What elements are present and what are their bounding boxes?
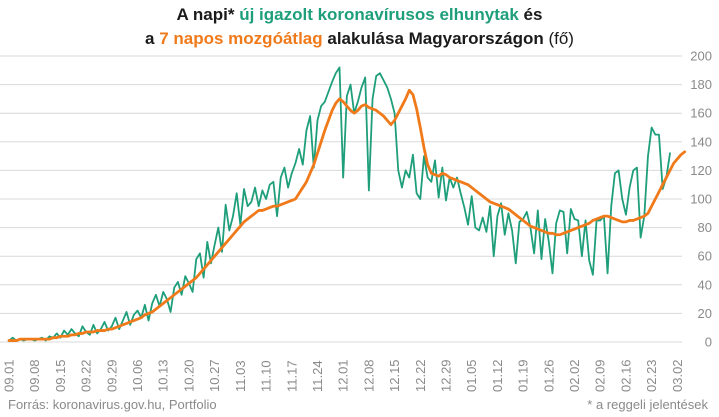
- x-tick-label: 02.16: [618, 359, 633, 392]
- daily-deaths-line: [8, 66, 671, 342]
- y-tick-label: 20: [698, 306, 712, 321]
- x-tick-label: 09.22: [79, 359, 94, 392]
- title-conjunction: és: [518, 5, 543, 24]
- x-tick-label: 01.05: [464, 359, 479, 392]
- gridlines: [0, 55, 682, 343]
- y-tick-label: 200: [690, 49, 712, 64]
- y-axis-ticks: 0 20 40 60 80 100 120 140 160 180 200: [690, 49, 712, 350]
- x-tick-label: 09.15: [53, 359, 68, 392]
- y-tick-label: 160: [690, 106, 712, 121]
- x-tick-label: 01.19: [516, 359, 531, 392]
- x-tick-label: 10.13: [156, 359, 171, 392]
- x-tick-label: 12.15: [387, 359, 402, 392]
- chart-title-line2: a 7 napos mozgóátlag alakulása Magyarors…: [0, 27, 719, 51]
- source-note: Forrás: koronavirus.gov.hu, Portfolio: [8, 397, 217, 412]
- x-tick-label: 03.02: [670, 359, 685, 392]
- y-tick-label: 60: [698, 249, 712, 264]
- title-moving-average: 7 napos mozgóátlag: [159, 29, 323, 48]
- y-tick-label: 0: [705, 335, 712, 350]
- y-tick-label: 100: [690, 192, 712, 207]
- footnote: * a reggeli jelentések: [587, 397, 708, 412]
- x-tick-label: 09.29: [104, 359, 119, 392]
- series-lines: [7, 66, 687, 342]
- x-tick-label: 12.29: [438, 359, 453, 392]
- x-tick-label: 11.24: [310, 360, 325, 392]
- x-tick-label: 11.10: [259, 360, 274, 392]
- x-tick-label: 10.20: [181, 359, 196, 392]
- title-daily-deaths: új igazolt koronavírusos elhunytak: [239, 5, 519, 24]
- x-tick-label: 11.17: [284, 360, 299, 392]
- x-tick-label: 02.23: [644, 359, 659, 392]
- chart-title-line1: A napi* új igazolt koronavírusos elhunyt…: [0, 3, 719, 27]
- x-tick-label: 10.06: [130, 359, 145, 392]
- title-prefix: A napi*: [176, 5, 240, 24]
- moving-average-line: [7, 88, 687, 342]
- title-unit: (fő): [548, 29, 574, 48]
- x-tick-label: 12.22: [413, 359, 428, 392]
- x-axis-ticks: 09.01 09.08 09.15 09.22 09.29 10.06 10.13 10.20…: [2, 359, 685, 392]
- x-tick-label: 09.08: [27, 359, 42, 392]
- x-tick-label: 01.12: [490, 359, 505, 392]
- y-tick-label: 80: [698, 220, 712, 235]
- x-tick-label: 12.08: [361, 359, 376, 392]
- x-tick-label: 10.27: [207, 359, 222, 392]
- title-article: a: [145, 29, 160, 48]
- y-tick-label: 120: [690, 163, 712, 178]
- y-tick-label: 180: [690, 77, 712, 92]
- x-tick-label: 01.26: [541, 359, 556, 392]
- x-tick-label: 09.01: [2, 359, 17, 392]
- y-tick-label: 40: [698, 277, 712, 292]
- x-tick-label: 11.03: [233, 360, 248, 392]
- x-tick-label: 02.02: [567, 359, 582, 392]
- y-tick-label: 140: [690, 134, 712, 149]
- title-location: alakulása Magyarországon: [322, 29, 549, 48]
- x-tick-label: 12.01: [336, 359, 351, 392]
- x-tick-label: 02.09: [593, 359, 608, 392]
